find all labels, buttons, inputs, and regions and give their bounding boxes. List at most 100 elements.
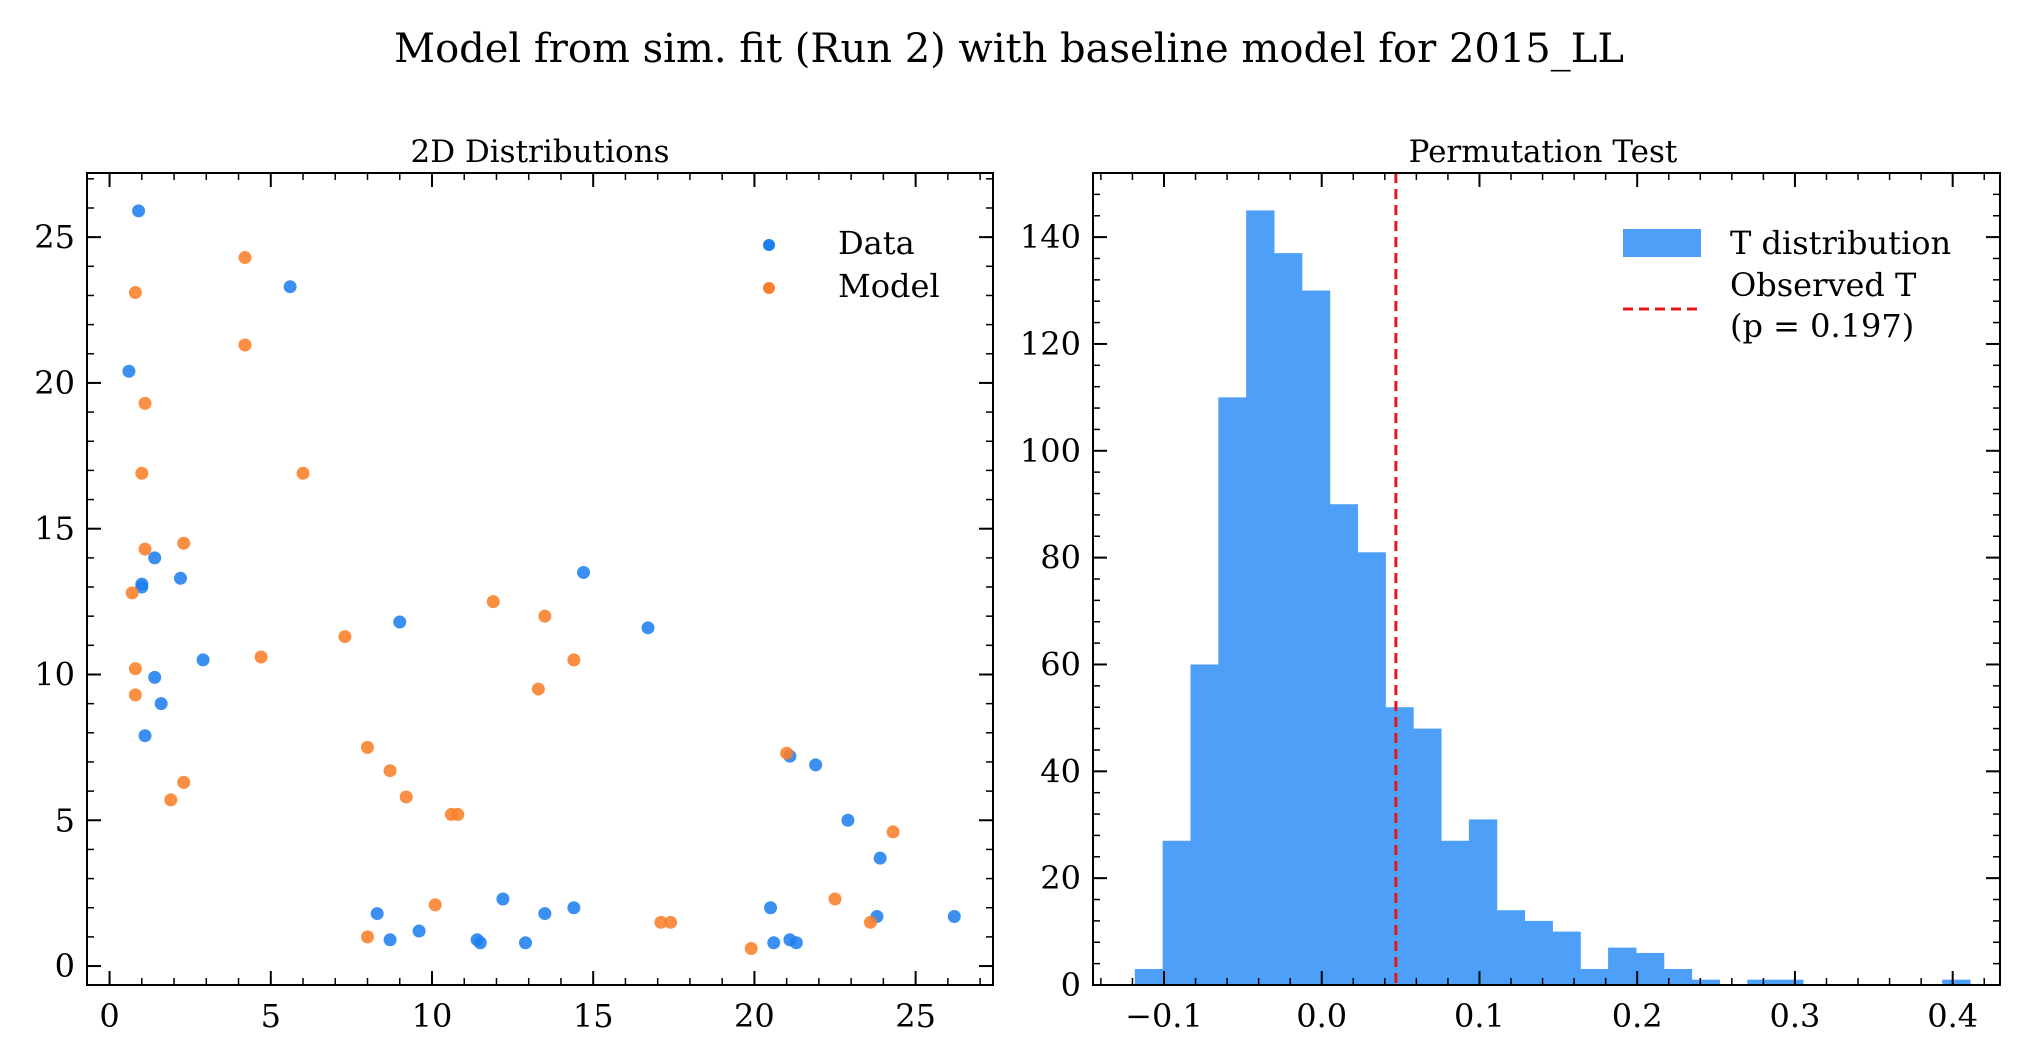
histogram-ticks: −0.1 0.0 0.1 0.2 0.3 0.4 0 20 40 60 80 100 120 140: [1020, 172, 2000, 1035]
y-tick-label: 25: [34, 218, 75, 256]
scatter-ticks: 0 5 10 15 20 25 0 5 10 15 20 25: [34, 173, 993, 1035]
legend-marker-model: [763, 282, 775, 294]
data-point: [283, 280, 297, 294]
model-point: [886, 825, 900, 839]
legend-label-p-value: (p = 0.197): [1730, 307, 1914, 345]
histogram-bar: [1385, 707, 1414, 985]
histogram-bar: [1942, 979, 1971, 985]
x-tick-label: 15: [573, 997, 614, 1035]
histogram-bars: [1134, 210, 1971, 986]
model-point: [361, 930, 375, 944]
data-point: [196, 653, 210, 667]
histogram-bar: [1413, 728, 1442, 985]
model-point: [451, 807, 465, 821]
legend-label-model: Model: [838, 267, 940, 305]
data-point: [148, 551, 162, 565]
y-tick-label: 20: [1040, 859, 1081, 897]
scatter-frame: [86, 172, 994, 986]
model-point: [531, 682, 545, 696]
histogram-legend: T distribution Observed T (p = 0.197): [1623, 224, 1951, 345]
y-tick-label: 80: [1040, 539, 1081, 577]
legend-swatch-t-distribution: [1623, 229, 1701, 257]
model-point: [383, 764, 397, 778]
data-point: [383, 933, 397, 947]
x-tick-label: 10: [412, 997, 453, 1035]
histogram-bar: [1441, 840, 1470, 985]
scatter-points: [122, 204, 961, 956]
data-point: [132, 204, 146, 218]
data-point: [767, 936, 781, 950]
histogram-bar: [1329, 504, 1359, 985]
y-tick-label: 40: [1040, 752, 1081, 790]
histogram-bar: [1552, 931, 1581, 985]
x-tick-label: 0: [99, 997, 119, 1035]
model-point: [254, 650, 268, 664]
model-point: [125, 586, 139, 600]
histogram-bar: [1635, 952, 1665, 985]
data-point: [473, 936, 487, 950]
histogram-bar: [1524, 920, 1553, 985]
model-point: [863, 915, 877, 929]
model-point: [138, 542, 152, 556]
histogram-bar: [1496, 910, 1526, 985]
data-point: [135, 580, 149, 594]
model-point: [135, 466, 149, 480]
model-point: [177, 775, 191, 789]
x-tick-label: 0.0: [1296, 997, 1347, 1035]
legend-label-observed-t: Observed T: [1730, 266, 1917, 304]
x-tick-label: 0.3: [1769, 997, 1820, 1035]
model-point: [828, 892, 842, 906]
model-point: [744, 942, 758, 956]
histogram-bar: [1747, 979, 1776, 985]
model-point: [486, 595, 500, 609]
model-point: [164, 793, 178, 807]
model-point: [654, 915, 668, 929]
y-tick-label: 20: [34, 364, 75, 402]
data-point: [789, 936, 803, 950]
data-point: [496, 892, 510, 906]
histogram-bar: [1663, 968, 1693, 985]
y-tick-label: 120: [1020, 325, 1081, 363]
model-point: [538, 609, 552, 623]
histogram-bar: [1274, 253, 1303, 985]
histogram-bar: [1190, 664, 1219, 985]
model-point: [780, 746, 794, 760]
x-tick-label: 0.2: [1612, 997, 1663, 1035]
x-tick-label: −0.1: [1125, 997, 1203, 1035]
histogram-bar: [1691, 979, 1720, 985]
data-point: [518, 936, 532, 950]
y-tick-label: 100: [1020, 432, 1081, 470]
data-point: [873, 851, 887, 865]
data-point: [138, 729, 152, 743]
y-tick-label: 10: [34, 655, 75, 693]
scatter-legend: Data Model: [763, 224, 940, 305]
histogram-title: Permutation Test: [1409, 134, 1678, 170]
data-point: [393, 615, 407, 629]
data-point: [122, 364, 136, 378]
model-point: [664, 915, 678, 929]
model-point: [177, 536, 191, 550]
x-tick-label: 5: [261, 997, 281, 1035]
histogram-bar: [1218, 397, 1247, 985]
data-point: [947, 909, 961, 923]
data-point: [567, 901, 581, 915]
histogram-bar: [1134, 968, 1164, 985]
histogram-bar: [1357, 552, 1386, 985]
y-tick-label: 0: [55, 947, 75, 985]
data-point: [809, 758, 823, 772]
histogram-panel: Permutation Test −0.1 0.0 0.1 0.2 0.3 0.4 0 20 4…: [1020, 134, 2001, 1035]
histogram-frame: [1092, 172, 2001, 986]
histogram-bar: [1162, 840, 1191, 985]
data-point: [412, 924, 426, 938]
histogram-bar: [1608, 947, 1637, 985]
histogram-bar: [1580, 968, 1609, 985]
scatter-title: 2D Distributions: [410, 134, 669, 170]
model-point: [238, 338, 252, 352]
y-tick-label: 15: [34, 510, 75, 548]
data-point: [641, 621, 655, 635]
legend-label-t-distribution: T distribution: [1730, 224, 1951, 262]
y-tick-label: 60: [1040, 645, 1081, 683]
data-point: [841, 813, 855, 827]
